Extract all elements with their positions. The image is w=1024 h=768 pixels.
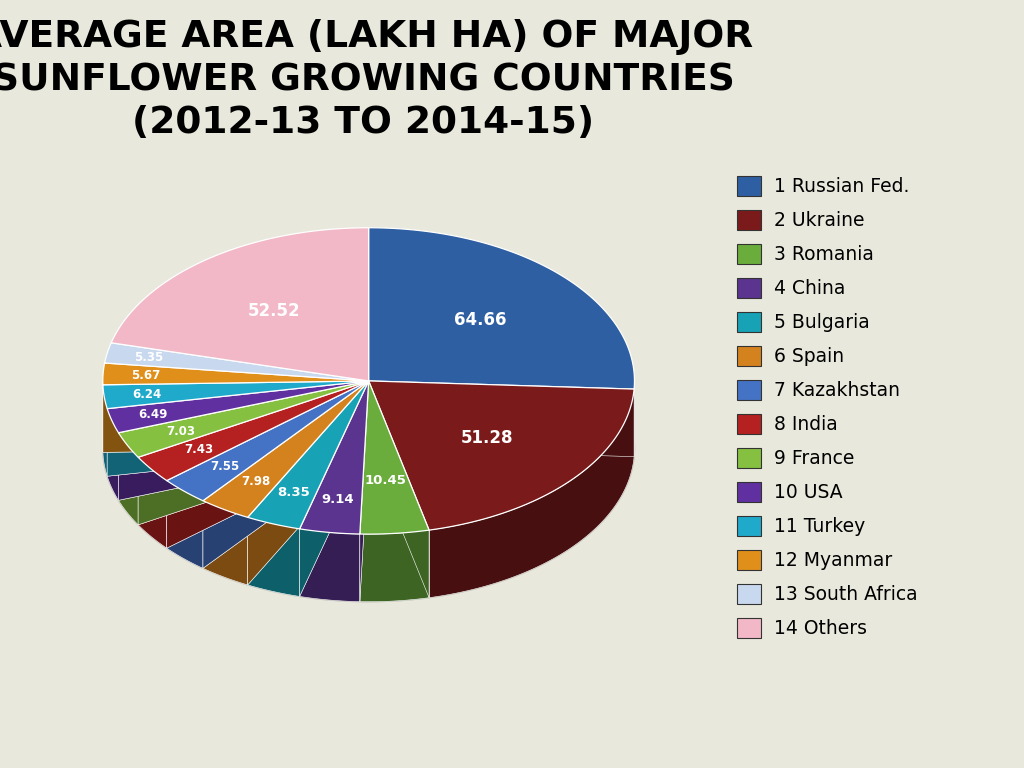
Polygon shape: [102, 363, 369, 385]
Polygon shape: [359, 381, 429, 534]
Text: 9.14: 9.14: [322, 492, 354, 505]
Text: 6.49: 6.49: [138, 408, 168, 421]
Text: 51.28: 51.28: [461, 429, 513, 447]
Polygon shape: [108, 381, 369, 476]
Polygon shape: [119, 381, 369, 500]
Polygon shape: [248, 381, 369, 585]
Polygon shape: [104, 343, 369, 381]
Polygon shape: [203, 381, 369, 568]
Polygon shape: [369, 381, 634, 530]
Polygon shape: [119, 381, 369, 500]
Text: 8.35: 8.35: [278, 486, 310, 499]
Polygon shape: [203, 381, 369, 568]
Text: 7.03: 7.03: [166, 425, 195, 438]
Polygon shape: [167, 381, 369, 548]
Text: 52.52: 52.52: [248, 302, 300, 319]
Polygon shape: [369, 381, 634, 457]
Polygon shape: [369, 228, 635, 389]
Polygon shape: [167, 381, 369, 501]
Text: 7.55: 7.55: [210, 460, 240, 473]
Legend: 1 Russian Fed., 2 Ukraine, 3 Romania, 4 China, 5 Bulgaria, 6 Spain, 7 Kazakhstan: 1 Russian Fed., 2 Ukraine, 3 Romania, 4 …: [731, 170, 924, 644]
Polygon shape: [359, 530, 429, 601]
Polygon shape: [300, 381, 369, 534]
Polygon shape: [108, 409, 119, 500]
Polygon shape: [248, 381, 369, 585]
Polygon shape: [138, 381, 369, 525]
Polygon shape: [108, 381, 369, 432]
Polygon shape: [429, 389, 634, 598]
Polygon shape: [167, 381, 369, 548]
Polygon shape: [203, 501, 248, 585]
Polygon shape: [300, 381, 369, 597]
Polygon shape: [359, 381, 369, 601]
Polygon shape: [102, 381, 369, 452]
Polygon shape: [300, 529, 359, 601]
Polygon shape: [138, 457, 167, 548]
Text: 6.24: 6.24: [132, 388, 161, 401]
Polygon shape: [102, 296, 635, 601]
Text: 64.66: 64.66: [455, 311, 507, 329]
Text: AVERAGE AREA (LAKH HA) OF MAJOR
SUNFLOWER GROWING COUNTRIES
(2012-13 TO 2014-15): AVERAGE AREA (LAKH HA) OF MAJOR SUNFLOWE…: [0, 19, 754, 141]
Polygon shape: [167, 481, 203, 568]
Polygon shape: [369, 381, 634, 457]
Polygon shape: [119, 381, 369, 457]
Polygon shape: [248, 381, 369, 529]
Polygon shape: [248, 518, 300, 597]
Polygon shape: [102, 385, 108, 476]
Polygon shape: [359, 381, 369, 601]
Polygon shape: [108, 381, 369, 476]
Text: 5.35: 5.35: [134, 351, 164, 364]
Polygon shape: [102, 381, 369, 409]
Text: 7.98: 7.98: [242, 475, 271, 488]
Polygon shape: [369, 381, 429, 598]
Polygon shape: [203, 381, 369, 518]
Text: 5.67: 5.67: [131, 369, 160, 382]
Polygon shape: [112, 228, 369, 381]
Polygon shape: [300, 381, 369, 597]
Polygon shape: [119, 432, 138, 525]
Text: 7.43: 7.43: [184, 443, 214, 456]
Polygon shape: [138, 381, 369, 481]
Polygon shape: [369, 381, 429, 598]
Text: 10.45: 10.45: [365, 474, 407, 486]
Polygon shape: [138, 381, 369, 525]
Polygon shape: [102, 381, 369, 452]
